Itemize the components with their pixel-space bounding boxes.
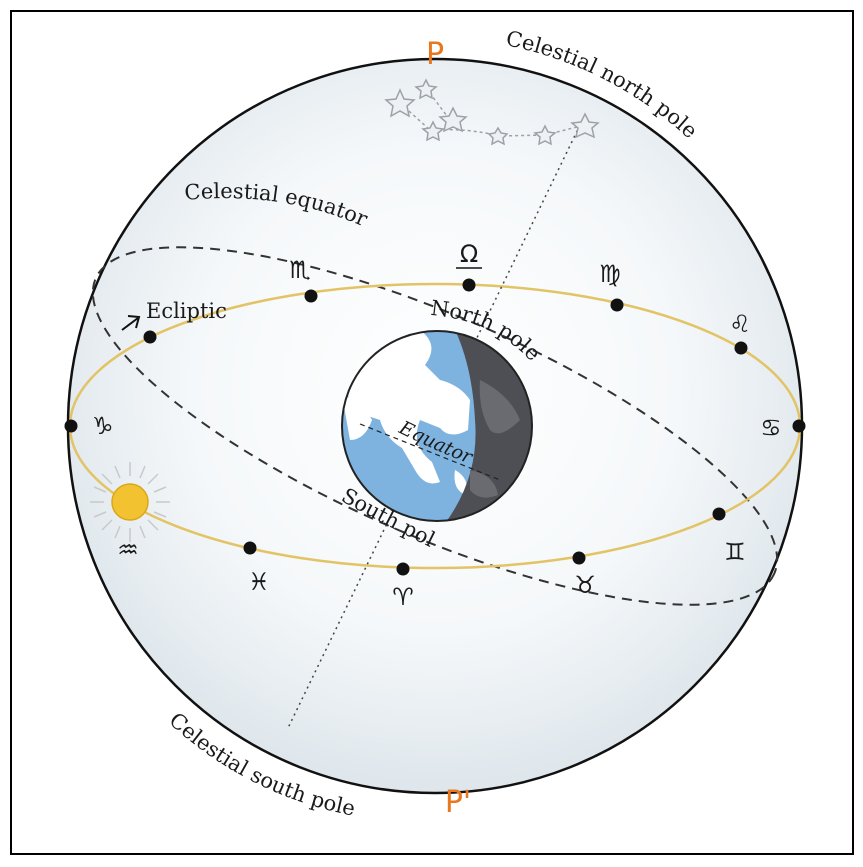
point-taurus (572, 551, 586, 565)
point-cancer (792, 419, 806, 433)
sun-icon (90, 462, 170, 542)
pole-label-bottom: P' (445, 785, 471, 820)
earth-equator-line (359, 423, 501, 481)
constellation-stars (384, 78, 600, 146)
point-leo (734, 341, 748, 355)
cancer-sign: ♋ (760, 414, 782, 442)
celestial-equator-line (91, 246, 779, 606)
point-left-upper (143, 330, 157, 344)
point-aries (396, 562, 410, 576)
earth-globe (341, 330, 533, 522)
pole-label-top: P (426, 37, 444, 72)
ecliptic-label: Ecliptic (146, 299, 227, 323)
point-node (462, 278, 476, 292)
point-virgo (610, 298, 624, 312)
point-capricorn (64, 419, 78, 433)
ecliptic-arrow-icon (121, 315, 141, 331)
aquarius-sign: ♒ (117, 536, 139, 564)
capricorn-sign: ♑ (92, 412, 114, 440)
point-scorpio (304, 289, 318, 303)
virgo-sign: ♍ (599, 260, 621, 288)
ascending-node-symbol: Ω (460, 240, 478, 268)
aries-sign: ♈ (392, 583, 414, 611)
celestial-axis (287, 124, 581, 729)
ecliptic-points (64, 278, 806, 576)
taurus-sign: ♉ (574, 571, 596, 599)
point-pisces (243, 541, 257, 555)
gemini-sign: ♊ (724, 538, 746, 566)
pisces-sign: ♓ (248, 568, 270, 596)
scorpio-sign: ♏ (289, 256, 311, 284)
leo-sign: ♌ (729, 310, 751, 338)
point-gemini (712, 507, 726, 521)
